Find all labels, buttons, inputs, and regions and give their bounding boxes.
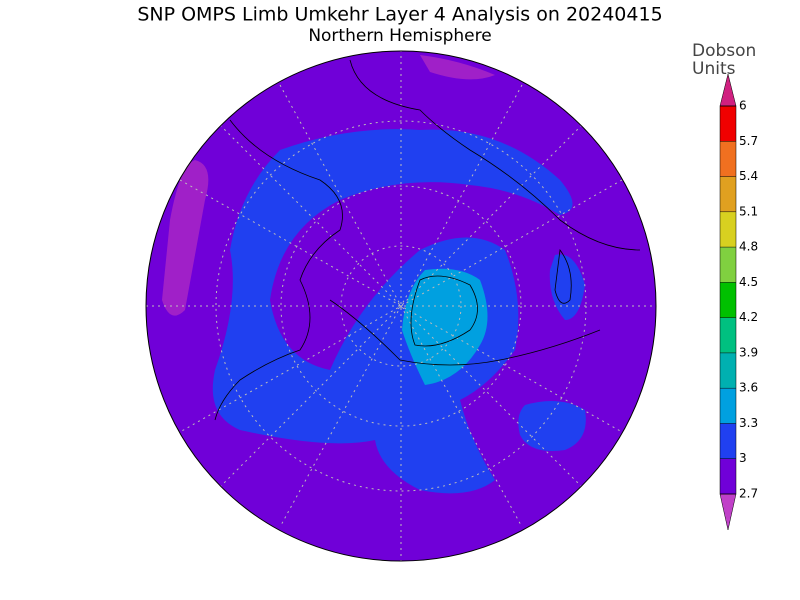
field-magenta: [162, 160, 209, 316]
colorbar-tick-label: 5.7: [739, 134, 758, 148]
colorbar: 2.7 3 3.3 3.6 3.9 4.2 4.5 4.8 5.1 5.4 5.7 6 DobsonUn…: [692, 41, 758, 531]
colorbar-segment: [720, 247, 736, 283]
colorbar-tick-label: 3.3: [739, 416, 758, 430]
colorbar-segment: [720, 458, 736, 494]
colorbar-tick-label: 3.6: [739, 381, 758, 395]
colorbar-segment: [720, 282, 736, 318]
colorbar-tick-label: 2.7: [739, 487, 758, 501]
field-magenta: [420, 55, 495, 80]
colorbar-tick-label: 5.1: [739, 204, 758, 218]
title: SNP OMPS Limb Umkehr Layer 4 Analysis on…: [137, 4, 662, 26]
subtitle: Northern Hemisphere: [308, 26, 491, 46]
colorbar-segment: [720, 352, 736, 389]
colorbar-segment: [720, 211, 736, 248]
coastlines: [214, 59, 641, 421]
field-high: [402, 268, 488, 385]
colorbar-tick-label: 6: [739, 99, 747, 113]
colorbar-segment: [720, 106, 736, 142]
map-border: [145, 50, 657, 562]
colorbar-title: Dobson: [692, 41, 756, 61]
colorbar-segment: [720, 423, 736, 459]
colorbar-tick-label: 3.9: [739, 345, 758, 359]
colorbar-segment: [720, 141, 736, 177]
colorbar-tick-label: 4.8: [739, 240, 758, 254]
field-mid: [518, 401, 586, 451]
colorbar-segment: [720, 388, 736, 424]
colorbar-tick-label: 5.4: [739, 169, 758, 183]
colorbar-tick-label: 4.2: [739, 310, 758, 324]
field-mid: [549, 254, 585, 320]
colorbar-segment: [720, 176, 736, 212]
colorbar-tick-label: 3: [739, 451, 747, 465]
colorbar-segment: [720, 317, 736, 353]
colorbar-tick-label: 4.5: [739, 275, 758, 289]
map: [146, 51, 656, 561]
colorbar-title: Units: [692, 59, 736, 79]
